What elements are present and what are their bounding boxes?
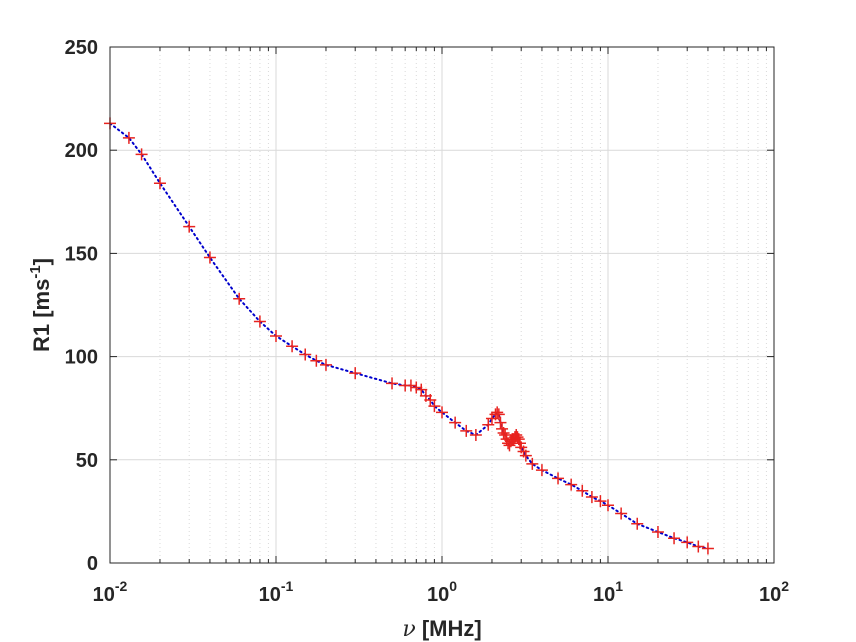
data-point <box>299 348 312 361</box>
data-point <box>349 367 362 380</box>
y-tick-label: 150 <box>65 243 98 265</box>
data-point <box>135 148 148 161</box>
tick-labels: 0 50 100 150 200 250 10-2 10-1 100 101 102 <box>65 37 790 606</box>
data-point <box>270 329 282 342</box>
x-tick-label: 100 <box>427 578 457 606</box>
data-point <box>511 431 524 444</box>
data-point <box>526 457 539 470</box>
data-point <box>482 418 495 431</box>
data-point <box>428 400 441 413</box>
data-point <box>602 499 614 512</box>
data-point <box>153 177 166 190</box>
data-point <box>460 424 473 437</box>
data-point <box>122 131 135 144</box>
data-point <box>552 472 565 485</box>
x-axis-symbol: ν <box>402 617 415 642</box>
y-tick-label: 200 <box>65 140 98 162</box>
x-axis-unit: [MHz] <box>422 616 482 641</box>
data-point <box>436 406 448 419</box>
data-point <box>203 251 216 264</box>
data-point <box>494 416 507 429</box>
data-point <box>631 517 644 530</box>
data-point <box>415 383 428 396</box>
data-point <box>424 393 437 406</box>
grid <box>110 47 774 563</box>
y-axis-label-close: ] <box>29 258 54 265</box>
y-axis-label: R1 [ms-1] <box>27 258 54 352</box>
x-tick-label: 102 <box>759 578 789 606</box>
axis-ticks <box>109 46 774 564</box>
data-point <box>576 484 589 497</box>
data-point <box>449 416 462 429</box>
data-point <box>519 449 532 462</box>
data-point <box>565 478 578 491</box>
fit-curve <box>109 122 709 550</box>
data-point <box>585 490 598 503</box>
data-point <box>615 507 628 520</box>
x-tick-label: 101 <box>593 578 623 606</box>
data-point <box>492 408 505 421</box>
data-point <box>404 379 417 392</box>
data-point <box>469 429 482 442</box>
data-point <box>253 315 266 328</box>
y-tick-label: 100 <box>65 347 98 369</box>
data-point <box>319 358 332 371</box>
data-point <box>410 381 423 394</box>
y-tick-label: 250 <box>65 37 98 59</box>
y-tick-label: 50 <box>76 450 98 472</box>
x-tick-label: 10-2 <box>93 578 128 606</box>
data-point <box>233 292 246 305</box>
data-point <box>692 540 705 553</box>
y-axis-label-main: R1 [ms <box>29 279 54 352</box>
data-point <box>286 340 299 353</box>
data-point <box>310 354 323 367</box>
data-point <box>651 526 664 539</box>
data-point <box>681 536 694 549</box>
y-tick-label: 0 <box>87 553 98 575</box>
data-point <box>497 426 510 439</box>
data-point <box>594 495 607 508</box>
data-point <box>701 542 714 555</box>
data-point <box>491 406 504 419</box>
x-axis-label: ν [MHz] <box>402 616 481 642</box>
x-tick-label: 10-1 <box>259 578 294 606</box>
data-point <box>386 377 399 390</box>
data-point <box>535 464 548 477</box>
y-axis-label-sup: -1 <box>27 265 44 278</box>
data-point <box>668 532 681 545</box>
data-point <box>183 220 196 233</box>
